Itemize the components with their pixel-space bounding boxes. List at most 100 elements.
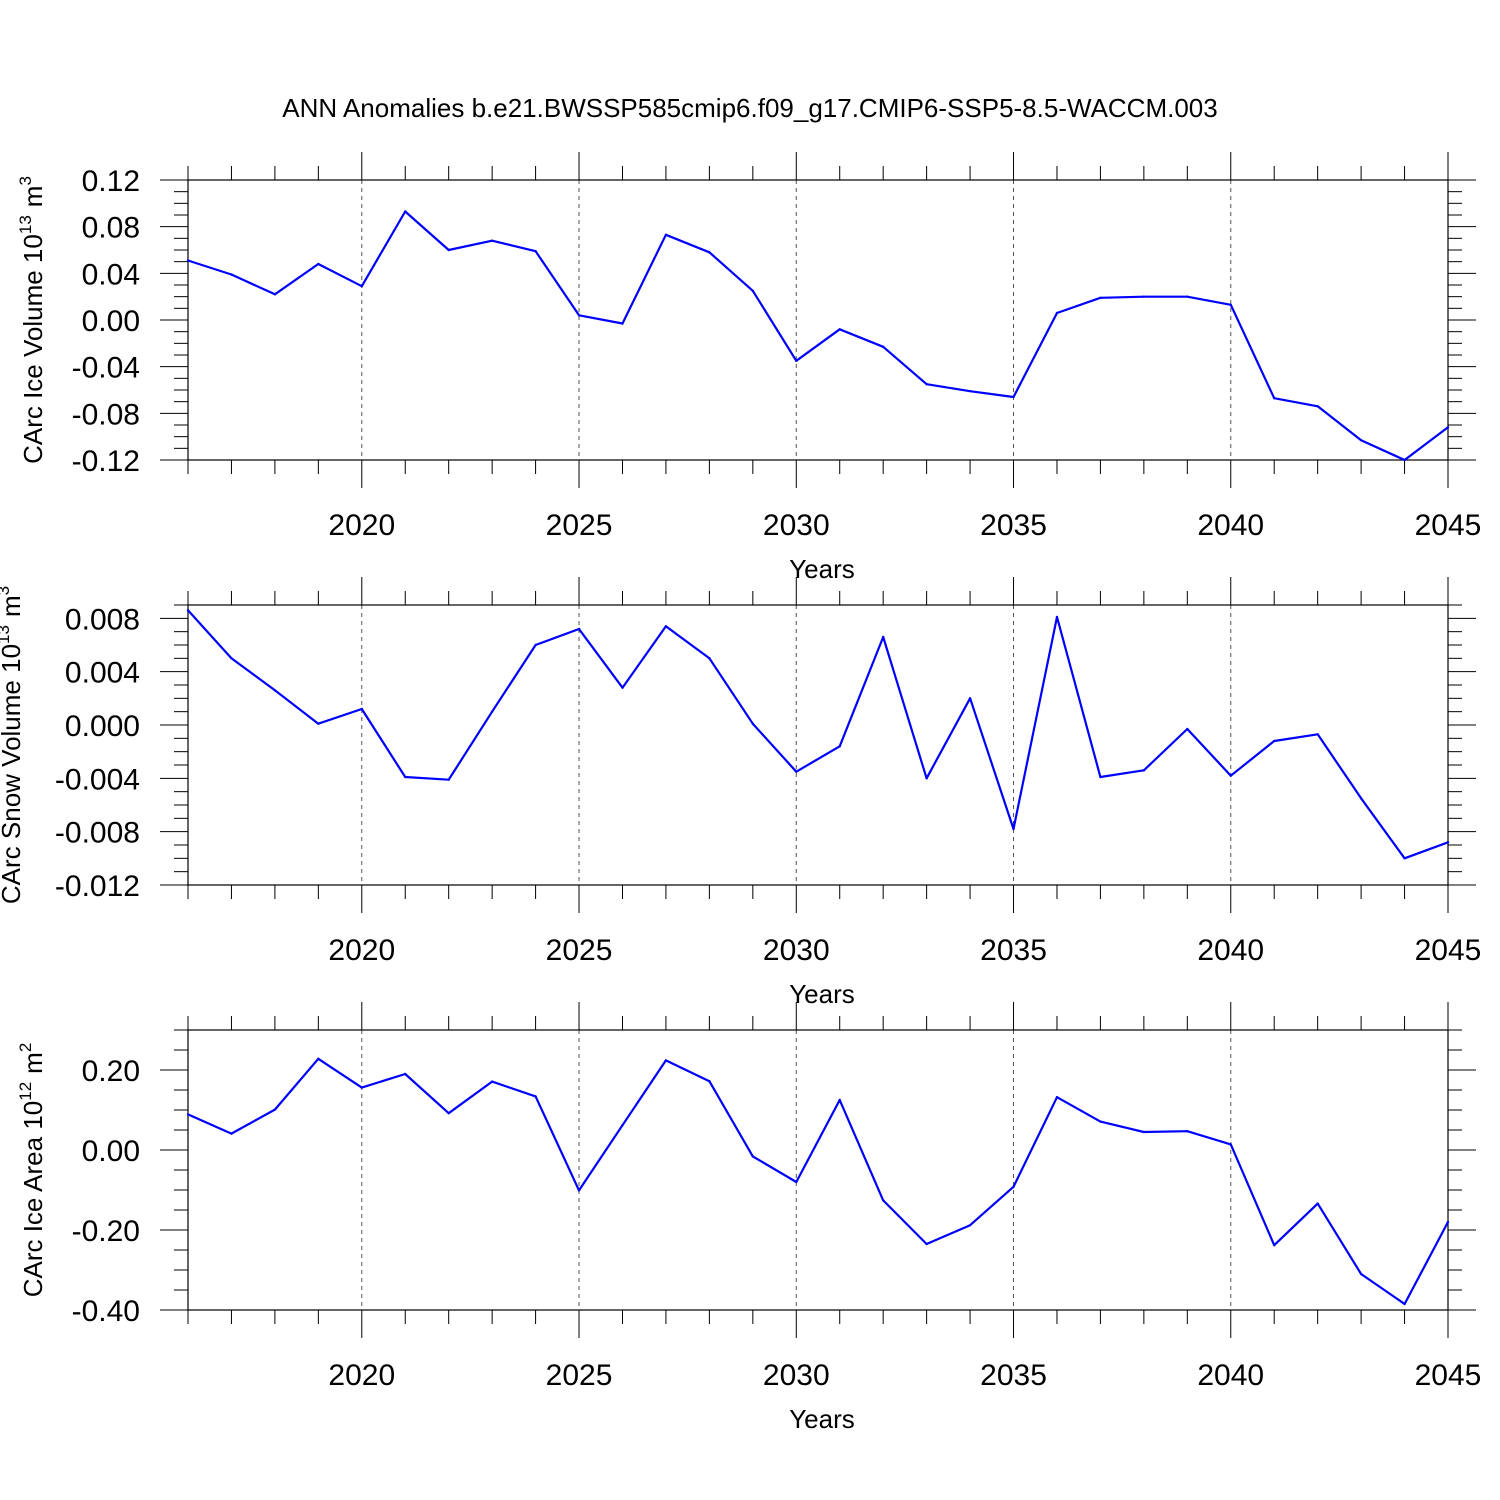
- x-tick-label: 2030: [763, 934, 830, 967]
- x-tick-label: 2040: [1197, 1359, 1264, 1392]
- data-point: [1099, 296, 1102, 300]
- data-point: [404, 775, 407, 779]
- data-point: [577, 1189, 581, 1192]
- data-point: [317, 722, 320, 725]
- data-point: [621, 686, 624, 689]
- data-point: [1316, 1202, 1319, 1205]
- x-tick-label: 2025: [546, 934, 613, 967]
- y-tick-label: -0.20: [72, 1215, 140, 1248]
- x-axis-title: Years: [789, 554, 855, 584]
- y-axis-title-ylabel: CArc Ice Volume 10: [18, 234, 48, 464]
- series-line: [187, 609, 1449, 860]
- series-line: [187, 210, 1449, 462]
- y-tick-label: -0.12: [72, 445, 140, 478]
- data-point: [317, 262, 320, 266]
- data-point: [534, 1095, 537, 1098]
- series-line: [187, 1057, 1449, 1306]
- y-tick-label: 0.000: [65, 710, 140, 743]
- data-point: [621, 322, 624, 325]
- data-point: [925, 382, 928, 386]
- data-point: [968, 1224, 972, 1227]
- data-point: [708, 251, 711, 254]
- x-tick-label: 2020: [328, 1359, 395, 1392]
- data-point: [925, 1242, 928, 1246]
- data-point: [404, 1072, 407, 1076]
- data-point: [534, 643, 537, 647]
- data-point: [490, 710, 494, 713]
- y-tick-label: -0.40: [72, 1295, 140, 1328]
- data-point: [273, 689, 277, 692]
- data-point: [273, 293, 277, 296]
- data-point: [751, 722, 755, 725]
- data-point: [447, 778, 450, 781]
- data-point: [1229, 303, 1232, 307]
- data-point: [795, 770, 798, 773]
- plot-frame: [187, 1029, 1449, 1311]
- data-point: [1186, 727, 1189, 731]
- y-tick-label: 0.20: [82, 1055, 140, 1088]
- data-point: [360, 707, 363, 711]
- data-point: [230, 657, 233, 660]
- y-tick-label: -0.04: [72, 352, 140, 385]
- y-axis-title: CArc Snow Volume 1013 m3: [0, 586, 26, 904]
- y-axis-title-ylabel-exp: 13: [0, 625, 13, 644]
- data-point: [404, 210, 407, 213]
- data-point: [186, 609, 190, 612]
- x-tick-label: 2035: [980, 1359, 1047, 1392]
- x-axis-title: Years: [789, 1404, 855, 1434]
- x-tick-label: 2040: [1197, 934, 1264, 967]
- data-point: [1012, 1185, 1015, 1189]
- data-point: [1012, 827, 1015, 831]
- data-point: [1142, 295, 1146, 298]
- x-tick-label: 2025: [546, 1359, 613, 1392]
- x-axis-title: Years: [789, 979, 855, 1009]
- y-axis-title-ylabel-unit-exp: 3: [16, 176, 35, 185]
- data-point: [490, 239, 494, 242]
- data-point: [925, 777, 928, 780]
- data-point: [664, 1059, 668, 1062]
- data-point: [968, 389, 972, 393]
- y-tick-label: 0.12: [82, 165, 140, 198]
- y-axis-title-ylabel-unit: m: [18, 1052, 48, 1074]
- x-tick-label: 2040: [1197, 509, 1264, 542]
- y-axis-title: CArc Ice Area 1012 m2: [16, 1043, 48, 1298]
- x-tick-label: 2020: [328, 934, 395, 967]
- data-point: [186, 1113, 190, 1116]
- data-point: [838, 328, 841, 331]
- data-point: [1055, 311, 1059, 315]
- data-point: [708, 657, 711, 660]
- x-tick-label: 2020: [328, 509, 395, 542]
- data-point: [708, 1080, 711, 1083]
- data-point: [1359, 797, 1363, 800]
- data-point: [360, 1086, 363, 1089]
- y-axis-title-ylabel-exp: 12: [16, 1082, 35, 1101]
- data-point: [1446, 841, 1450, 844]
- data-point: [1403, 1302, 1406, 1306]
- x-tick-label: 2045: [1415, 509, 1482, 542]
- y-tick-label: 0.08: [82, 212, 140, 245]
- y-axis-title-ylabel-unit: m: [0, 595, 26, 617]
- data-point: [795, 359, 798, 363]
- data-point: [1359, 1272, 1363, 1276]
- data-point: [1099, 1120, 1102, 1123]
- data-point: [317, 1057, 320, 1061]
- data-point: [1446, 1220, 1450, 1224]
- data-point: [881, 345, 885, 349]
- data-point: [360, 284, 363, 288]
- data-point: [447, 248, 450, 252]
- data-point: [534, 249, 537, 253]
- chart-panel-2: 0.008 0.004 0.000 -0.004 -0.008 -0.012 2020 202…: [0, 577, 1481, 1009]
- data-point: [1273, 739, 1276, 743]
- data-point: [230, 1132, 233, 1135]
- y-tick-label: -0.012: [55, 870, 140, 903]
- y-axis-title-ylabel: CArc Snow Volume 10: [0, 644, 26, 904]
- x-tick-label: 2035: [980, 509, 1047, 542]
- data-point: [838, 1098, 841, 1102]
- data-point: [1186, 295, 1189, 298]
- data-point: [1012, 395, 1015, 399]
- y-tick-label: -0.004: [55, 763, 140, 796]
- data-point: [1316, 405, 1319, 408]
- chart-title: ANN Anomalies b.e21.BWSSP585cmip6.f09_g1…: [282, 93, 1217, 123]
- data-point: [838, 745, 841, 748]
- y-tick-label: 0.004: [65, 657, 140, 690]
